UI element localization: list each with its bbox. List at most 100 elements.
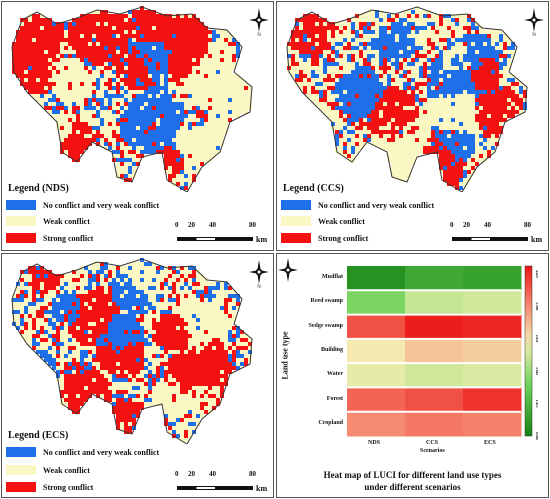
map-cell — [343, 70, 347, 74]
map-cell — [112, 82, 116, 86]
scale-tick: 20 — [188, 221, 195, 229]
map-cell — [104, 146, 108, 150]
map-cell — [164, 86, 168, 90]
map-cell — [212, 282, 216, 286]
map-cell — [315, 78, 319, 82]
map-cell — [499, 30, 503, 34]
map-cell — [60, 322, 64, 326]
map-cell — [88, 314, 92, 318]
map-cell — [168, 290, 172, 294]
map-cell — [184, 34, 188, 38]
map-cell — [315, 86, 319, 90]
map-cell — [395, 50, 399, 54]
map-cell — [180, 142, 184, 146]
map-cell — [88, 74, 92, 78]
map-cell — [347, 86, 351, 90]
map-cell — [240, 334, 244, 338]
map-cell — [355, 94, 359, 98]
map-cell — [403, 62, 407, 66]
map-cell — [48, 54, 52, 58]
map-cell — [244, 98, 248, 102]
map-cell — [379, 54, 383, 58]
map-cell — [132, 38, 136, 42]
legend-swatch — [6, 216, 36, 226]
map-cell — [96, 130, 100, 134]
map-cell — [148, 102, 152, 106]
map-cell — [192, 110, 196, 114]
map-cell — [96, 338, 100, 342]
map-cell — [104, 18, 108, 22]
map-cell — [180, 134, 184, 138]
map-cell — [36, 298, 40, 302]
map-cell — [467, 54, 471, 58]
map-cell — [435, 50, 439, 54]
map-cell — [120, 42, 124, 46]
map-cell — [164, 350, 168, 354]
map-cell — [391, 150, 395, 154]
map-cell — [80, 294, 84, 298]
map-cell — [112, 70, 116, 74]
map-cell — [240, 90, 244, 94]
map-cell — [104, 42, 108, 46]
map-cell — [192, 306, 196, 310]
map-cell — [224, 82, 228, 86]
map-cell — [60, 110, 64, 114]
map-cell — [232, 326, 236, 330]
map-cell — [507, 86, 511, 90]
map-cell — [204, 338, 208, 342]
map-cell — [140, 14, 144, 18]
map-cell — [387, 142, 391, 146]
map-cell — [507, 74, 511, 78]
map-cell — [399, 82, 403, 86]
map-cell — [124, 166, 128, 170]
map-cell — [483, 154, 487, 158]
map-cell — [112, 290, 116, 294]
map-cell — [359, 78, 363, 82]
map-cell — [148, 302, 152, 306]
map-cell — [88, 86, 92, 90]
map-cell — [144, 274, 148, 278]
map-cell — [76, 22, 80, 26]
map-cell — [184, 94, 188, 98]
map-cell — [80, 130, 84, 134]
map-cell — [108, 334, 112, 338]
map-cell — [144, 54, 148, 58]
map-cell — [439, 42, 443, 46]
map-cell — [100, 310, 104, 314]
map-cell — [371, 66, 375, 70]
map-cell — [196, 170, 200, 174]
map-cell — [28, 322, 32, 326]
map-cell — [463, 78, 467, 82]
map-cell — [220, 62, 224, 66]
map-cell — [108, 42, 112, 46]
map-cell — [112, 126, 116, 130]
map-cell — [64, 354, 68, 358]
map-cell — [351, 58, 355, 62]
map-cell — [439, 26, 443, 30]
map-cell — [307, 14, 311, 18]
map-cell — [220, 58, 224, 62]
map-cell — [148, 118, 152, 122]
map-cell — [60, 278, 64, 282]
map-cell — [184, 302, 188, 306]
map-cell — [192, 46, 196, 50]
map-cell — [40, 38, 44, 42]
map-cell — [92, 310, 96, 314]
map-cell — [475, 66, 479, 70]
map-cell — [116, 174, 120, 178]
map-cell — [455, 74, 459, 78]
map-cell — [68, 66, 72, 70]
map-cell — [391, 50, 395, 54]
map-cell — [415, 150, 419, 154]
map-cell — [475, 122, 479, 126]
map-cell — [335, 98, 339, 102]
map-cell — [196, 282, 200, 286]
map-cell — [439, 106, 443, 110]
map-cell — [379, 50, 383, 54]
map-cell — [140, 266, 144, 270]
map-cell — [124, 66, 128, 70]
map-cell — [168, 90, 172, 94]
map-cell — [104, 122, 108, 126]
map-cell — [184, 126, 188, 130]
map-cell — [216, 114, 220, 118]
